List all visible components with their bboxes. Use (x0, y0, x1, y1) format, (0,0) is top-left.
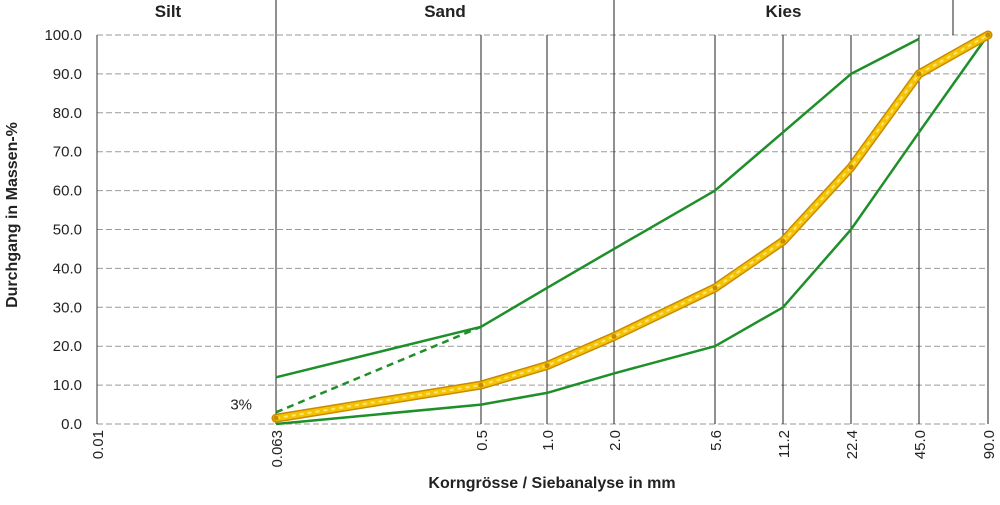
y-tick-label: 50.0 (53, 222, 82, 239)
sieve-curve-line (273, 32, 991, 422)
annotation-label: 3% (230, 396, 252, 413)
sieve-curve-point (273, 415, 279, 421)
x-tick-label: 1.0 (540, 430, 557, 451)
tick-labels: 0.010.020.030.040.050.060.070.080.090.01… (44, 27, 998, 468)
x-tick-label: 45.0 (912, 430, 929, 459)
y-tick-label: 0.0 (61, 416, 82, 433)
sieve-curve-point (478, 382, 484, 388)
x-tick-label: 0.5 (474, 430, 491, 451)
sieve-curve-point (780, 238, 786, 244)
zone-label-sand: Sand (424, 2, 466, 21)
soil-zones: Silt Sand Kies (155, 0, 954, 35)
y-tick-label: 30.0 (53, 299, 82, 316)
annotations: 3% (230, 396, 252, 413)
upper-limit-line (275, 37, 920, 379)
x-tick-label: 5.6 (708, 430, 725, 451)
y-tick-label: 80.0 (53, 105, 82, 122)
x-tick-label: 0.01 (90, 430, 107, 459)
y-axis-title: Durchgang in Massen-% (4, 122, 21, 308)
y-tick-label: 40.0 (53, 260, 82, 277)
sieve-curve-highlight (275, 34, 989, 420)
sieve-curve-point (916, 71, 922, 77)
zone-label-silt: Silt (155, 2, 182, 21)
y-tick-label: 20.0 (53, 338, 82, 355)
x-tick-label: 0.063 (269, 430, 286, 468)
y-tick-label: 10.0 (53, 377, 82, 394)
grid (96, 0, 989, 425)
y-tick-label: 60.0 (53, 183, 82, 200)
lower-limit-line (275, 34, 990, 426)
y-tick-label: 100.0 (44, 27, 82, 44)
y-tick-label: 70.0 (53, 144, 82, 161)
x-tick-label: 2.0 (607, 430, 624, 451)
series-lines (271, 30, 993, 426)
x-tick-label: 11.2 (776, 430, 793, 458)
sieve-curve-point (848, 164, 854, 170)
sieve-curve-point (712, 285, 718, 291)
sieve-curve-point (544, 363, 550, 369)
sieve-curve-point (611, 333, 617, 339)
x-tick-label: 90.0 (981, 430, 998, 459)
zone-label-kies: Kies (766, 2, 802, 21)
sieve-curve-outline (271, 30, 993, 423)
x-axis-title: Korngrösse / Siebanalyse in mm (428, 475, 675, 492)
sieve-curve-point (985, 32, 991, 38)
y-tick-label: 90.0 (53, 66, 82, 83)
x-tick-label: 22.4 (844, 430, 861, 459)
dashed-limit-line (275, 325, 482, 414)
